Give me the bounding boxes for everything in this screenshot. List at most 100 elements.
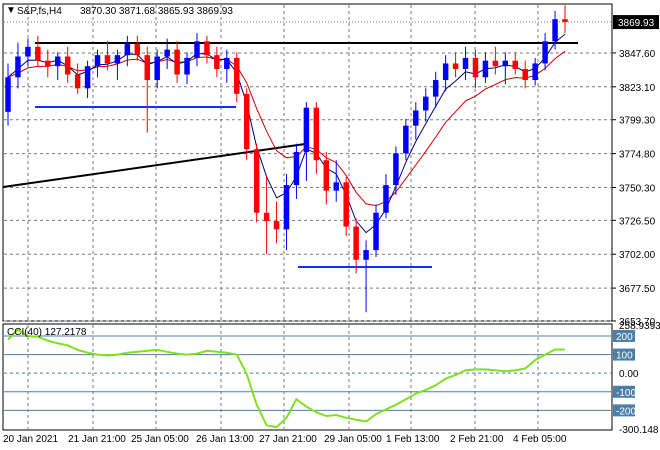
x-axis-label: 21 Jan 21:00 <box>68 434 126 445</box>
candle-body <box>303 107 310 152</box>
candle-body <box>144 55 150 81</box>
candle-body <box>204 41 210 56</box>
header-arrow-icon: ▼ <box>6 5 16 16</box>
y-axis-label: 3774.80 <box>619 150 656 161</box>
candle-body <box>194 41 200 58</box>
candle-body <box>542 41 548 64</box>
candle-body <box>343 182 349 227</box>
candle-body <box>472 57 479 78</box>
x-axis-label: 29 Jan 05:00 <box>324 434 382 445</box>
candle-body <box>154 56 160 81</box>
candle-body <box>462 57 469 69</box>
candle-body <box>104 55 111 64</box>
x-axis-label: 2 Feb 21:00 <box>450 434 504 445</box>
x-axis-label: 25 Jan 05:00 <box>131 434 189 445</box>
candles <box>5 5 568 313</box>
y-axis-label: 3653.70 <box>619 317 656 328</box>
candle-body <box>353 226 359 260</box>
axis-labels: 20 Jan 2021 21 Jan 21:00 25 Jan 05:00 26 Ja… <box>3 15 659 445</box>
candle-body <box>184 57 190 75</box>
y-axis-label: 3799.30 <box>619 116 656 127</box>
slow-moving-average <box>7 50 566 207</box>
candle-body <box>134 44 141 56</box>
candle-body <box>64 56 71 75</box>
cci-level-label: 0.00 <box>619 369 639 380</box>
candle-body <box>124 44 131 56</box>
candle-body <box>164 49 170 57</box>
cci-level-label: 258.9393 <box>619 321 660 332</box>
candle-body <box>74 74 81 89</box>
candle-body <box>174 49 180 75</box>
candle-body <box>94 55 101 67</box>
candle-body <box>15 56 21 78</box>
candle-body <box>114 55 121 64</box>
candle-body <box>413 110 419 126</box>
candle-body <box>283 185 290 230</box>
cci-level-label: -300.148 <box>619 425 659 436</box>
candle-body <box>442 63 449 81</box>
candle-body <box>253 149 260 213</box>
x-axis-label: 26 Jan 13:00 <box>196 434 254 445</box>
candle-body <box>363 250 369 260</box>
candle-body <box>552 19 558 42</box>
candle-body <box>492 60 499 67</box>
x-axis-label: 20 Jan 2021 <box>3 434 58 445</box>
indicator-plot-frame <box>2 323 613 431</box>
cci-level-badge <box>613 348 635 361</box>
symbol-label: S&P,fs,H4 <box>17 6 62 17</box>
current-price-badge <box>613 15 659 30</box>
candle-body <box>214 55 220 69</box>
main-plot-frame <box>2 3 613 322</box>
candle-body <box>482 60 489 78</box>
candle-body <box>243 93 250 150</box>
y-axis-label: 3750.30 <box>619 183 656 194</box>
candle-body <box>333 182 339 191</box>
candle-body <box>234 57 240 94</box>
y-axis-label: 3702.00 <box>619 250 656 261</box>
candle-body <box>532 63 538 81</box>
candle-body <box>522 68 528 81</box>
candle-body <box>393 153 399 186</box>
cci-level-label: -100 <box>616 388 636 399</box>
cci-level-label: 200 <box>616 332 633 343</box>
candle-body <box>452 63 459 69</box>
quote-values: 3870.30 3871.68 3865.93 3869.93 <box>80 6 233 17</box>
cci-level-badge <box>613 404 635 417</box>
x-axis-label: 27 Jan 21:00 <box>259 434 317 445</box>
cci-label: CCI(40) 127.2178 <box>7 327 87 338</box>
candle-body <box>54 56 61 67</box>
candle-body <box>263 212 270 222</box>
y-axis-label: 3677.50 <box>619 284 656 295</box>
cci-level-badge <box>613 385 635 398</box>
cci-level-label: 100 <box>616 351 633 362</box>
y-axis-label: 3726.50 <box>619 216 656 227</box>
candle-body <box>224 57 230 69</box>
candle-body <box>313 107 320 161</box>
candle-body <box>423 96 429 111</box>
candle-body <box>403 125 409 154</box>
y-axis-label: 3823.10 <box>619 83 656 94</box>
x-axis-label: 4 Feb 05:00 <box>513 434 567 445</box>
x-axis-label: 1 Feb 13:00 <box>386 434 440 445</box>
candle-body <box>293 151 300 186</box>
candle-body <box>383 185 389 213</box>
candle-body <box>84 66 91 89</box>
candle-body <box>562 19 568 22</box>
candle-body <box>273 221 280 230</box>
cci-line <box>7 328 565 429</box>
y-axis-label: 3847.60 <box>619 49 656 60</box>
candle-body <box>512 60 519 69</box>
cci-level-badge <box>613 329 635 342</box>
candle-body <box>323 160 330 191</box>
grid <box>4 5 611 429</box>
current-price-label: 3869.93 <box>618 18 655 29</box>
candle-body <box>45 60 51 67</box>
candle-body <box>25 46 31 57</box>
cci-level-label: -200 <box>616 406 636 417</box>
candle-body <box>432 80 439 97</box>
candle-body <box>502 60 509 67</box>
candle-body <box>5 77 11 112</box>
candle-body <box>373 212 379 251</box>
